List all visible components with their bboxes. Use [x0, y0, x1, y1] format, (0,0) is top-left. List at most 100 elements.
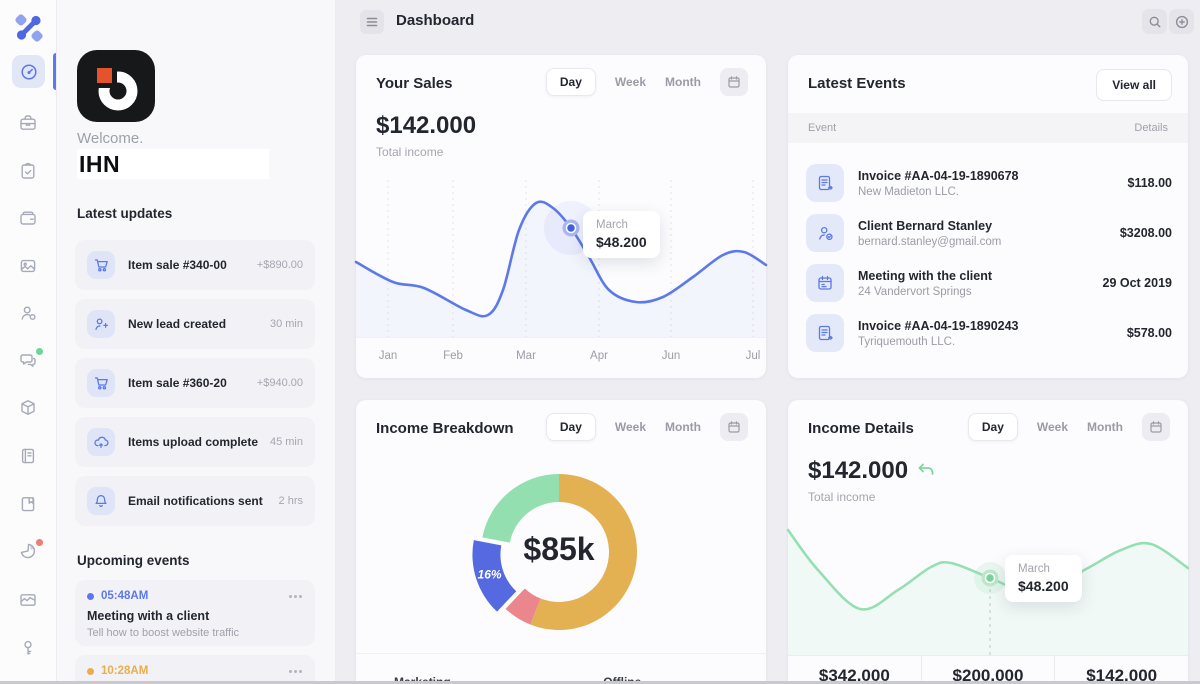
user-badge-icon: [21, 306, 36, 320]
meeting-icon: [806, 264, 844, 302]
cloud-upload-icon: [87, 428, 115, 456]
card-title: Income Breakdown: [376, 420, 514, 437]
app-logo[interactable]: [14, 13, 44, 43]
sidebar-item-products[interactable]: [18, 398, 40, 420]
income-breakdown-card: Income Breakdown Day Week Month 16% $85k…: [356, 400, 766, 684]
card-title: Latest Events: [808, 75, 906, 92]
sidebar-item-gallery[interactable]: [18, 256, 40, 278]
tab-week[interactable]: Week: [614, 420, 647, 434]
total-income-value: $142.000: [808, 457, 936, 485]
footer-value: $142.000: [1054, 656, 1188, 684]
calendar-button[interactable]: [1142, 413, 1170, 441]
event-dot: [87, 667, 94, 675]
event-row-detail: $578.00: [1126, 326, 1172, 340]
undo-arrow-icon[interactable]: [916, 463, 936, 479]
view-all-button[interactable]: View all: [1096, 69, 1172, 101]
event-row-subtitle: bernard.stanley@gmail.com: [858, 235, 1002, 248]
tab-week[interactable]: Week: [614, 75, 647, 89]
sidebar-item-analytics[interactable]: [18, 539, 43, 563]
menu-button[interactable]: [360, 10, 384, 34]
main-content: Dashboard Your Sales Day Week Month $142…: [336, 0, 1200, 684]
upcoming-event-2[interactable]: 10:28AM: [75, 655, 315, 684]
donut-center-value: $85k: [523, 531, 595, 567]
calendar-icon: [1150, 421, 1162, 433]
update-item-sale-360[interactable]: Item sale #360-20 +$940.00: [75, 358, 315, 408]
sidebar-item-messages[interactable]: [18, 348, 43, 372]
event-row-title: Client Bernard Stanley: [858, 218, 993, 233]
add-button[interactable]: [1169, 9, 1194, 34]
table-row[interactable]: Invoice #AA-04-19-1890678 New Madieton L…: [788, 158, 1188, 208]
x-axis-labels: Jan Feb Mar Apr Jun Jul: [356, 337, 766, 378]
sidebar-item-wallet[interactable]: [18, 208, 40, 230]
cart-icon: [87, 369, 115, 397]
tab-week[interactable]: Week: [1036, 420, 1069, 434]
client-icon: [806, 214, 844, 252]
upcoming-event-1[interactable]: 05:48AM Meeting with a client Tell how t…: [75, 580, 315, 646]
event-row-subtitle: Tyriquemouth LLC.: [858, 335, 956, 348]
sidebar-item-contacts[interactable]: [18, 303, 40, 325]
sales-line-chart[interactable]: [354, 180, 768, 337]
window-bottom-edge: [0, 681, 1200, 684]
x-tick-label: Feb: [443, 350, 463, 362]
income-line-chart[interactable]: [786, 518, 1190, 655]
active-indicator: [53, 53, 56, 90]
more-icon[interactable]: [289, 594, 303, 598]
event-time: 05:48AM: [101, 590, 149, 602]
wallet-icon: [20, 211, 36, 225]
income-details-card: Income Details Day Week Month $142.000 T…: [786, 400, 1190, 684]
svg-text:16%: 16%: [478, 568, 502, 582]
period-tabs: Day Week Month: [545, 413, 748, 441]
upcoming-events-title: Upcoming events: [77, 553, 190, 568]
sidebar-item-bookmarks[interactable]: [18, 494, 40, 516]
sidebar-item-briefcase[interactable]: [18, 113, 40, 135]
chat-icon: [20, 354, 36, 367]
tab-day[interactable]: Day: [545, 68, 596, 96]
brand-logo-icon: [77, 50, 155, 122]
cart-icon: [87, 251, 115, 279]
area-chart-icon: [20, 594, 36, 606]
calendar-icon: [728, 421, 740, 433]
sidebar-item-reports[interactable]: [18, 590, 40, 612]
calendar-button[interactable]: [720, 413, 748, 441]
update-label: Email notifications sent: [128, 494, 263, 508]
event-row-title: Meeting with the client: [858, 268, 993, 283]
update-meta: 2 hrs: [278, 495, 303, 507]
card-title: Your Sales: [376, 75, 453, 92]
tab-month[interactable]: Month: [1087, 420, 1123, 434]
footer-value: $200.000: [920, 656, 1055, 684]
event-time: 10:28AM: [101, 665, 149, 677]
table-row[interactable]: Client Bernard Stanley bernard.stanley@g…: [788, 208, 1188, 258]
search-button[interactable]: [1142, 9, 1167, 34]
sidebar-item-notes[interactable]: [18, 446, 40, 468]
sidebar-item-dashboard[interactable]: [12, 55, 45, 88]
event-row-subtitle: New Madieton LLC.: [858, 185, 959, 198]
event-row-title: Invoice #AA-04-19-1890678: [858, 168, 1019, 183]
tooltip-value: $48.200: [1018, 578, 1069, 594]
footer-value: $342.000: [818, 666, 890, 684]
calendar-button[interactable]: [720, 68, 748, 96]
tab-month[interactable]: Month: [665, 75, 701, 89]
legend-label: Offline Channels: [603, 674, 642, 684]
x-tick-label: Jun: [661, 350, 681, 362]
hamburger-icon: [366, 17, 378, 27]
package-icon: [21, 400, 35, 415]
tooltip-label: March: [596, 219, 628, 231]
sidebar-item-access[interactable]: [18, 638, 40, 660]
update-item-upload[interactable]: Items upload complete 45 min: [75, 417, 315, 467]
income-donut-chart[interactable]: 16%: [356, 400, 766, 684]
update-item-sale-340[interactable]: Item sale #340-00 +$890.00: [75, 240, 315, 290]
tab-day[interactable]: Day: [967, 413, 1018, 441]
calendar-icon: [728, 76, 740, 88]
table-row[interactable]: Meeting with the client 24 Vandervort Sp…: [788, 258, 1188, 308]
update-meta: +$890.00: [256, 259, 303, 271]
alert-status-dot: [36, 539, 43, 546]
more-icon[interactable]: [289, 669, 303, 673]
table-row[interactable]: Invoice #AA-04-19-1890243 Tyriquemouth L…: [788, 308, 1188, 358]
tab-day[interactable]: Day: [545, 413, 596, 441]
bookmark-card-icon: [21, 497, 35, 512]
update-item-notifications[interactable]: Email notifications sent 2 hrs: [75, 476, 315, 526]
update-item-new-lead[interactable]: New lead created 30 min: [75, 299, 315, 349]
sidebar-item-tasks[interactable]: [18, 161, 40, 183]
update-label: Item sale #360-20: [128, 376, 227, 390]
tab-month[interactable]: Month: [665, 420, 701, 434]
